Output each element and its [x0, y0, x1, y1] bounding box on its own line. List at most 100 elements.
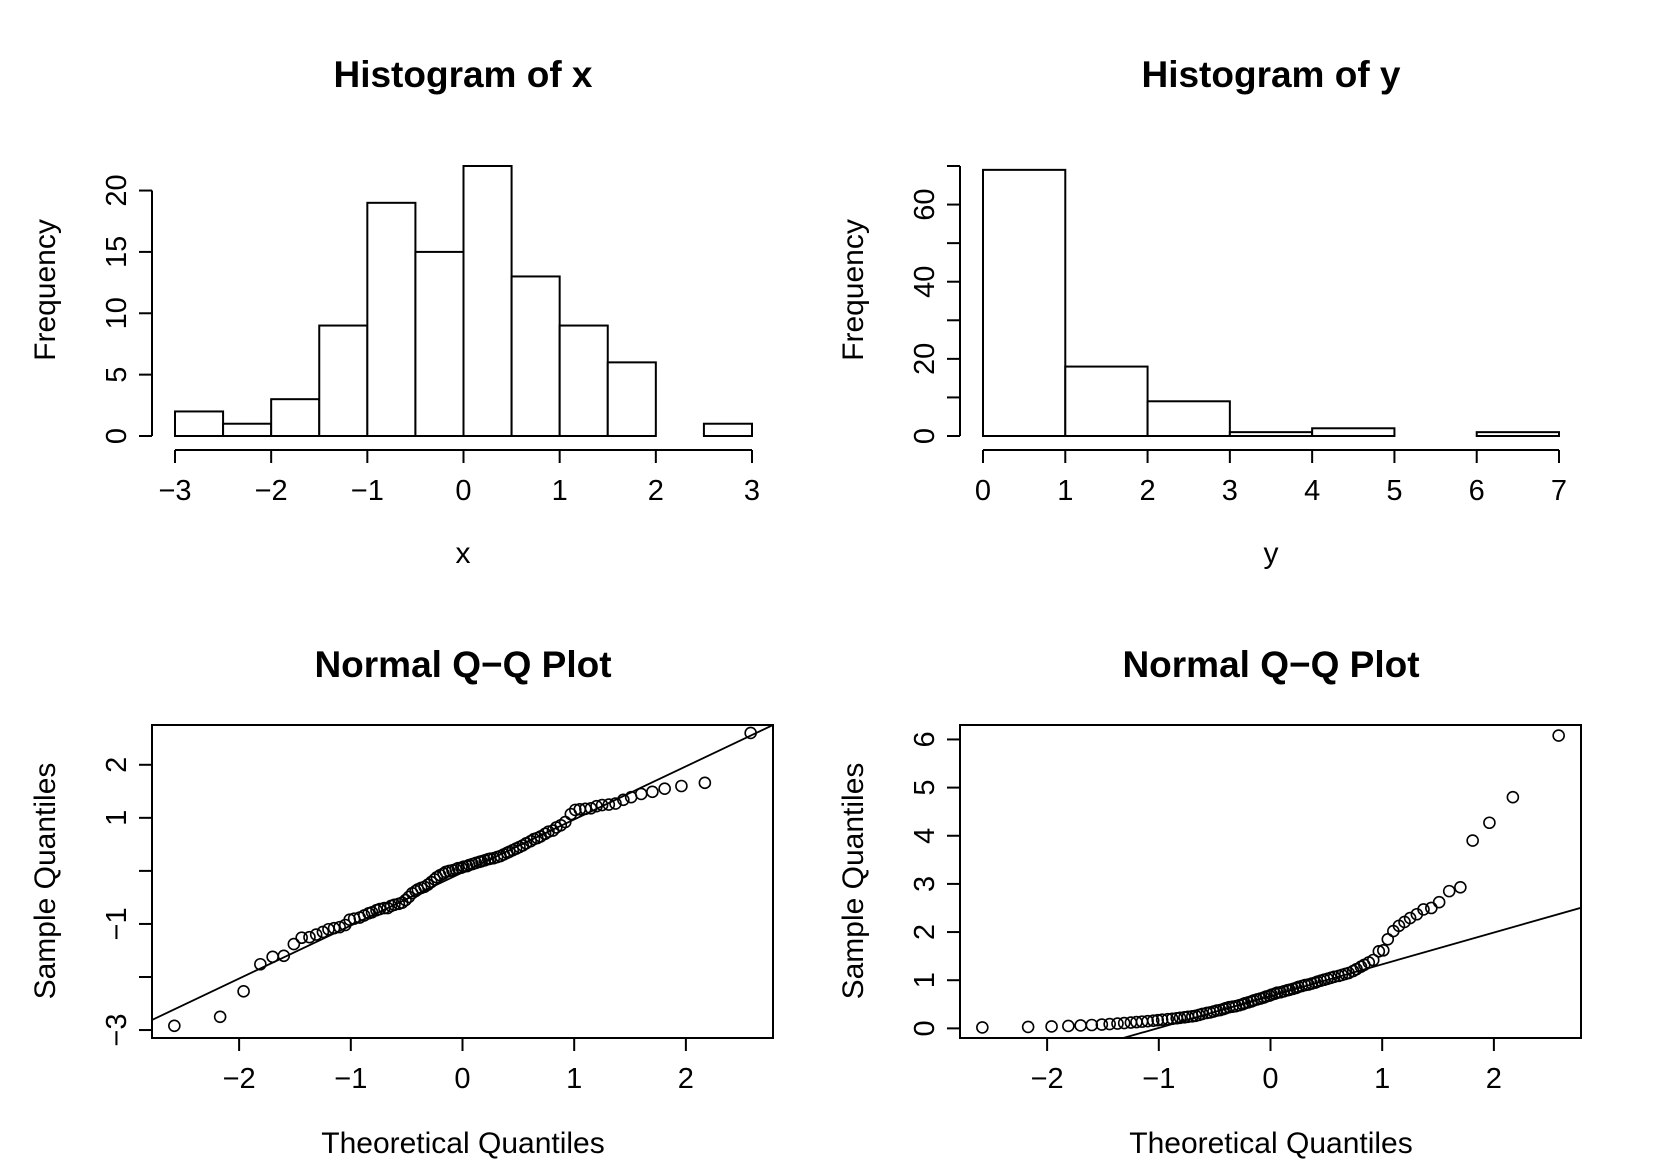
- qq-point: [254, 957, 267, 971]
- qq-point: [1103, 1017, 1116, 1031]
- y-tick-label: 60: [909, 188, 941, 220]
- qq-point: [698, 776, 712, 790]
- histogram-bar: [414, 250, 465, 437]
- histogram-x-ylabel: Frequency: [29, 219, 62, 361]
- qq-point: [168, 1019, 181, 1033]
- x-tick-label: 2: [1486, 1063, 1502, 1095]
- qq-point: [277, 949, 291, 963]
- qq-point: [1483, 816, 1496, 830]
- histogram-y-x-axis: 0 1 2 3 4 5 6 7: [975, 449, 1567, 507]
- x-tick-label: 5: [1386, 475, 1402, 507]
- qq-point: [1403, 911, 1417, 925]
- qq-point: [1327, 970, 1341, 984]
- qq-point: [1062, 1019, 1075, 1033]
- qq-point: [584, 801, 598, 815]
- histogram-bar: [174, 410, 225, 438]
- y-tick-label: 2: [101, 757, 133, 773]
- qq-point: [1155, 1013, 1169, 1027]
- y-tick-label: 15: [101, 236, 133, 268]
- x-tick-label: −2: [1031, 1063, 1064, 1095]
- y-tick-label: 6: [909, 731, 941, 747]
- histogram-bar: [606, 361, 657, 438]
- x-tick-label: −1: [1142, 1063, 1175, 1095]
- qq-point: [609, 797, 622, 810]
- histogram-x-title: Histogram of x: [333, 54, 592, 95]
- qq-point: [1146, 1014, 1160, 1027]
- y-tick-label: 3: [909, 876, 941, 892]
- qq-point: [1141, 1014, 1154, 1028]
- histogram-y-title: Histogram of y: [1141, 54, 1400, 95]
- qq-point: [1377, 944, 1390, 957]
- qq-point: [333, 920, 346, 934]
- histogram-bar: [366, 201, 417, 437]
- x-tick-label: 0: [975, 475, 991, 507]
- y-tick-label: −3: [101, 1014, 133, 1047]
- qq-point: [1552, 729, 1565, 742]
- histogram-bar: [982, 168, 1067, 437]
- qq-plot-x-title: Normal Q−Q Plot: [314, 644, 611, 685]
- histogram-y-panel: Histogram of y y Frequency 0 1 2 3 4 5 6 7 0 20 4…: [837, 54, 1567, 570]
- qq-point: [1161, 1012, 1175, 1026]
- histogram-y-ylabel: Frequency: [837, 219, 870, 361]
- qq-point: [1432, 895, 1446, 909]
- y-tick-label: 0: [101, 428, 133, 444]
- qq-plot-x-plot-area: [152, 725, 773, 1033]
- qq-point: [213, 1010, 227, 1024]
- qq-point: [327, 921, 341, 935]
- histogram-bar: [1228, 431, 1314, 437]
- x-tick-label: 2: [648, 475, 664, 507]
- qq-point: [617, 793, 630, 807]
- qq-point: [675, 779, 688, 793]
- y-tick-label: 2: [909, 924, 941, 940]
- x-tick-label: −3: [158, 475, 191, 507]
- x-tick-label: 2: [678, 1063, 694, 1095]
- histogram-x-xlabel: x: [456, 537, 471, 570]
- qq-point: [1366, 953, 1380, 967]
- qq-point: [1173, 1011, 1187, 1025]
- qq-point: [1151, 1013, 1164, 1027]
- qq-plot-x-ylabel: Sample Quantiles: [29, 763, 62, 1000]
- y-tick-label: 4: [909, 828, 941, 844]
- x-tick-label: 3: [744, 475, 760, 507]
- x-tick-label: 0: [1262, 1063, 1278, 1095]
- qq-plot-x-y-axis: −3 −1 1 2: [101, 757, 152, 1047]
- qq-point: [1466, 834, 1479, 847]
- qq-plot-y-y-axis: 0 1 2 3 4 5 6: [909, 731, 960, 1036]
- x-tick-label: −2: [255, 475, 288, 507]
- x-tick-label: 0: [455, 475, 471, 507]
- qq-point: [1117, 1016, 1131, 1030]
- histogram-y-y-axis: 0 20 40 60: [909, 165, 961, 444]
- y-tick-label: 5: [909, 780, 941, 796]
- y-tick-label: −1: [101, 907, 133, 940]
- qq-point: [602, 798, 616, 811]
- x-tick-label: −2: [223, 1063, 256, 1095]
- qq-point: [976, 1021, 989, 1034]
- histogram-bar: [1064, 365, 1149, 438]
- histogram-bar: [1311, 427, 1396, 437]
- qq-plot-y-x-axis: −2 −1 0 1 2: [1031, 1038, 1502, 1095]
- histogram-bar: [1146, 400, 1231, 437]
- y-tick-label: 20: [909, 343, 941, 375]
- x-tick-label: 0: [454, 1063, 470, 1095]
- qq-plot-y-title: Normal Q−Q Plot: [1122, 644, 1419, 685]
- x-tick-label: −1: [351, 475, 384, 507]
- histogram-y-xlabel: y: [1264, 537, 1279, 570]
- y-tick-label: 40: [909, 266, 941, 298]
- qq-point: [295, 931, 308, 945]
- qq-point: [1095, 1018, 1109, 1031]
- x-tick-label: 2: [1140, 475, 1156, 507]
- histogram-x-panel: Histogram of x x Frequency −3 −2 −1 0 1 2 3 0 5…: [29, 54, 760, 570]
- qq-point: [1085, 1018, 1099, 1032]
- qq-plot-x-x-axis: −2 −1 0 1 2: [223, 1038, 694, 1095]
- y-tick-label: 5: [101, 367, 133, 383]
- qq-point: [658, 782, 671, 795]
- qq-point: [646, 785, 659, 799]
- y-tick-label: 10: [101, 297, 133, 329]
- x-tick-label: 1: [566, 1063, 582, 1095]
- qq-plot-y-xlabel: Theoretical Quantiles: [1129, 1127, 1412, 1160]
- x-tick-label: 3: [1222, 475, 1238, 507]
- histogram-bar: [318, 324, 369, 437]
- qq-point: [569, 803, 582, 817]
